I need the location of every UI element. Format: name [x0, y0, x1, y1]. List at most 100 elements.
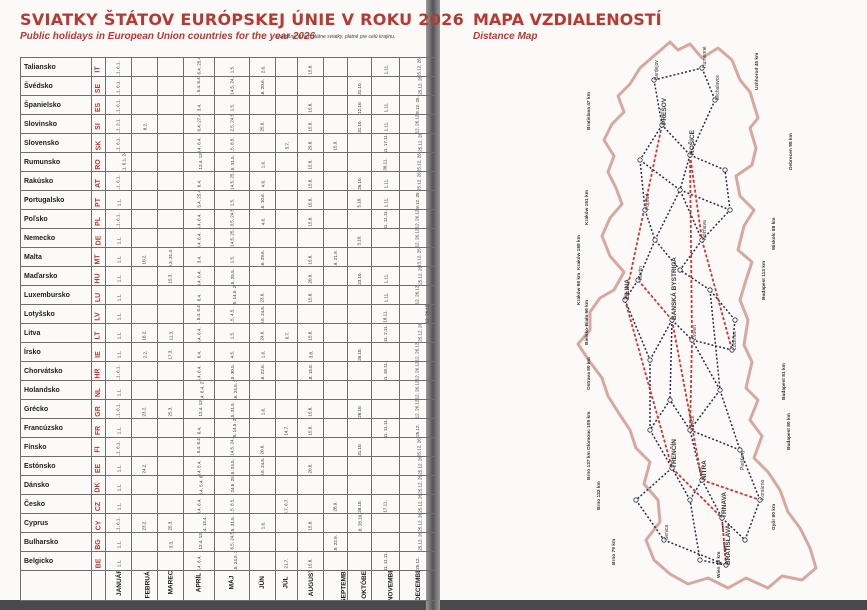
date-cell-text: 3.4. 6.4. [196, 137, 202, 153]
date-cell-text: 10.2. [141, 254, 147, 265]
country-code-label: PL [94, 217, 102, 226]
country-code: PT [91, 190, 106, 210]
date-cell: 3.4. 6.4. [183, 266, 215, 286]
date-cell-text: 28.9. [332, 501, 338, 512]
date-cell: 6.9. 22.9. [323, 532, 348, 552]
border-distance-label: Budapest 81 km [781, 363, 787, 400]
road-segment [691, 339, 733, 351]
country-code: MT [91, 247, 106, 267]
date-cell: 1.1. [105, 456, 132, 476]
date-cell [275, 57, 298, 77]
date-cell-text: 1.5. 14.5. 24.5. [229, 437, 235, 457]
date-cell: 24.2. [131, 456, 158, 476]
date-cell: 25.12. 26.12. [399, 285, 436, 305]
date-cell [275, 266, 298, 286]
date-cell-text: 10.4. 12.4. 13.4. [197, 152, 203, 172]
date-cell: 15.8. [297, 190, 324, 210]
date-cell-text: 1.6. [259, 350, 265, 359]
date-cell [131, 437, 158, 457]
date-cell: 1.6. [249, 399, 276, 419]
date-cell: 2.2. [131, 342, 158, 362]
table-row: Rakúsko AT 1.1. 6.1. 6.4. 1.5. 14.5. 25.5. 4.… [20, 171, 436, 191]
date-cell-text: 8.2. [141, 122, 147, 131]
date-cell-text: 31.10. [356, 120, 362, 133]
date-cell [249, 266, 276, 286]
date-cell-text: 15.8. [307, 520, 313, 531]
country-code-label: CZ [95, 501, 102, 512]
date-cell: 31.10. [347, 114, 372, 134]
date-cell: 1.11. [371, 190, 400, 210]
month-header: FEBRUÁR [131, 570, 158, 601]
date-cell: 10.2. [131, 247, 158, 267]
date-cell-text: 1.1. [115, 255, 121, 264]
date-cell [275, 456, 298, 476]
date-cell: 1.1. 2.1. 6.1. 24.1. [105, 152, 132, 172]
date-cell: 1.1. [105, 475, 132, 495]
road-segment [653, 67, 703, 81]
date-cell-text: 15.8. [307, 102, 313, 113]
country-code-label: IE [95, 351, 102, 358]
date-cell-text: 10.4. 12.4. 13.4. [197, 399, 203, 419]
country-code: PL [91, 209, 106, 229]
date-cell: 1.11. [371, 114, 400, 134]
date-cell [157, 76, 184, 96]
country-name: Slovensko [20, 133, 92, 153]
date-cell: 10.4. 12.4. 13.4. [183, 532, 215, 552]
date-cell: 5.4. 6.4. [183, 551, 215, 571]
date-cell: 1.5. [214, 57, 250, 77]
map-title: MAPA VZDIALENOSTÍ [473, 10, 662, 29]
date-cell-text: 1.5. 31.5. [229, 516, 235, 533]
date-cell: 1.1. [105, 551, 132, 571]
border-distance-label: Kraków 151 km [584, 190, 590, 225]
date-cell [131, 95, 158, 115]
date-cell: 1.1. [105, 494, 132, 514]
date-cell [157, 228, 184, 248]
date-cell: 28.9. [323, 494, 348, 514]
date-cell: 5.4. 6.4. [183, 361, 215, 381]
date-cell-text: 26.10. [356, 348, 362, 361]
date-cell: 3.4. 6.4. [183, 228, 215, 248]
date-cell: 1.1. 6.1. [105, 513, 132, 533]
date-cell-text: 1.1. [115, 464, 121, 473]
date-cell: 3.4. 5.4. 25.4. [183, 190, 215, 210]
date-cell: 25.12. 26.12. [399, 399, 436, 419]
town-marker [651, 77, 657, 83]
date-cell: 24.12. 25.12. 26.12. [399, 323, 436, 343]
road-segment [744, 499, 761, 541]
date-cell: 23.6. [249, 285, 276, 305]
date-cell: 24.12. 25.12. 26.12. [399, 133, 436, 153]
date-cell-text: 15.8. [307, 178, 313, 189]
date-cell [347, 380, 372, 400]
country-code: ES [91, 95, 106, 115]
date-cell [131, 285, 158, 305]
date-cell: 6.6. 20.6. [249, 76, 276, 96]
date-cell: 1.1. [105, 247, 132, 267]
border-distance-label: Brno 137 km [586, 451, 592, 480]
date-cell-text: 5.7. [283, 141, 289, 150]
country-name: Rumunsko [20, 152, 92, 172]
date-cell-text: 14.7. [283, 425, 289, 436]
date-cell: 1.5. [214, 323, 250, 343]
town-marker [635, 277, 641, 283]
date-cell [323, 114, 348, 134]
date-cell-text: 1.10. 28.10. [357, 513, 363, 533]
date-cell [275, 304, 298, 324]
city-label: NITRA [701, 460, 708, 480]
month-header: JANUÁR [105, 570, 132, 601]
date-cell-text: 1.5. [229, 255, 235, 264]
date-cell [275, 437, 298, 457]
date-cell-text: 5.4. 6.4. 25.4. [196, 57, 202, 77]
date-cell: 1.11. 18.11. [371, 361, 400, 381]
date-cell [249, 475, 276, 495]
date-cell: 6.4. [183, 418, 215, 438]
border-distance-label: Budapest 80 km [786, 413, 792, 450]
month-header: SEPTEMBER [323, 570, 348, 601]
date-cell-text: 18.11. [383, 310, 388, 323]
date-cell [323, 551, 348, 571]
date-cell-text: 1.5. 4.5. [229, 308, 235, 324]
date-cell [323, 228, 348, 248]
date-cell-text: 28.10. [356, 500, 362, 513]
date-cell [323, 323, 348, 343]
